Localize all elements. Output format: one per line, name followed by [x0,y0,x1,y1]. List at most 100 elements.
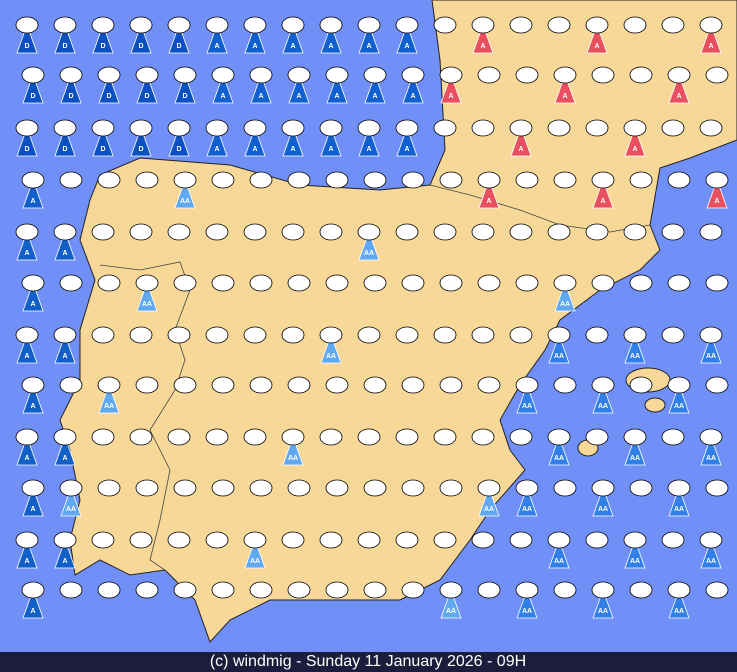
wind-label: A [30,403,35,410]
wind-arrow [244,23,266,54]
wind-station [91,16,115,34]
wind-label: AA [630,455,640,462]
wind-label: AA [630,353,640,360]
wind-station [53,16,77,34]
wind-station [433,531,457,549]
wind-station [287,171,311,189]
wind-label: A [214,43,219,50]
wind-arrow [22,178,44,209]
wind-station [547,223,571,241]
wind-label: A [518,146,523,153]
wind-station [471,223,495,241]
wind-station [357,119,381,137]
wind-station [509,428,533,446]
wind-station [401,479,425,497]
wind-station [401,274,425,292]
wind-station [167,326,191,344]
wind-station [515,376,539,394]
wind-station [439,376,463,394]
wind-label: D [24,146,29,153]
wind-label: AA [326,353,336,360]
wind-station [205,326,229,344]
wind-arrow [516,588,538,619]
wind-arrow [358,126,380,157]
wind-station [129,119,153,137]
wind-station [91,531,115,549]
wind-station [439,171,463,189]
wind-arrow [364,73,386,104]
wind-label: A [480,43,485,50]
wind-station [135,274,159,292]
footer-text: (c) windmig - Sunday 11 January 2026 - 0… [210,653,526,670]
wind-station [363,274,387,292]
wind-label: D [138,146,143,153]
wind-label: AA [142,301,152,308]
wind-label: A [252,146,257,153]
wind-station [667,581,691,599]
wind-station [629,581,653,599]
wind-station [135,581,159,599]
wind-station [59,66,83,84]
wind-station [553,376,577,394]
wind-label: A [328,146,333,153]
wind-label: A [334,93,339,100]
wind-station [629,376,653,394]
wind-arrow [244,126,266,157]
wind-station [325,274,349,292]
wind-station [509,16,533,34]
wind-arrow [174,178,196,209]
wind-arrow [168,23,190,54]
wind-arrow [54,538,76,569]
wind-station [59,274,83,292]
wind-arrow [592,178,614,209]
wind-arrow [130,23,152,54]
wind-label: A [372,93,377,100]
wind-station [553,479,577,497]
wind-station [21,171,45,189]
wind-label: AA [560,301,570,308]
wind-station [623,326,647,344]
wind-station [129,16,153,34]
wind-station [471,531,495,549]
wind-station [211,66,235,84]
wind-station [135,376,159,394]
wind-station [97,66,121,84]
wind-arrow [282,126,304,157]
wind-label: D [176,43,181,50]
wind-station [509,119,533,137]
wind-arrow [700,538,722,569]
wind-label: A [290,146,295,153]
wind-station [173,171,197,189]
wind-station [547,428,571,446]
wind-label: AA [522,403,532,410]
wind-station [661,119,685,137]
wind-label: A [290,43,295,50]
wind-station [15,531,39,549]
wind-arrow [706,178,728,209]
wind-station [433,119,457,137]
wind-arrow [22,588,44,619]
wind-arrow [478,178,500,209]
wind-arrow [168,126,190,157]
wind-station [471,428,495,446]
wind-label: AA [706,455,716,462]
wind-label: AA [630,558,640,565]
wind-label: A [486,198,491,205]
wind-station [401,171,425,189]
wind-label: D [176,146,181,153]
wind-station [173,66,197,84]
wind-label: A [410,93,415,100]
wind-arrow [516,383,538,414]
wind-station [205,428,229,446]
wind-station [591,479,615,497]
border [99,261,191,571]
wind-station [281,16,305,34]
wind-station [395,326,419,344]
wind-label: AA [674,608,684,615]
wind-label: A [404,146,409,153]
wind-station [135,66,159,84]
wind-arrow [396,126,418,157]
wind-station [319,428,343,446]
wind-label: D [144,93,149,100]
wind-station [439,479,463,497]
